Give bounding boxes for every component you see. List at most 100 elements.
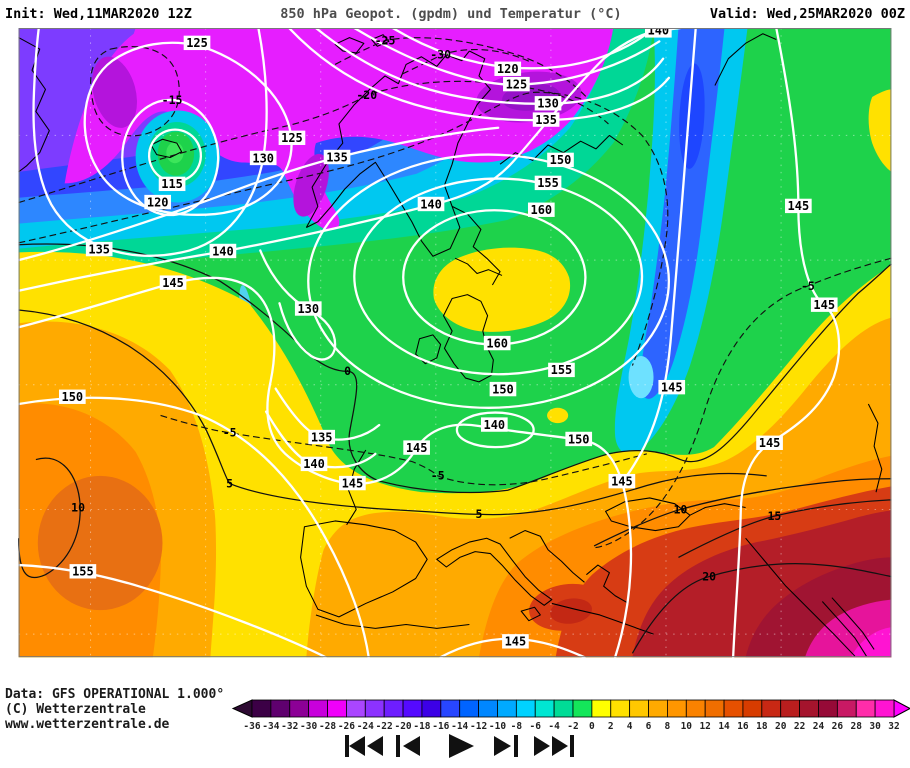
colorbar-right-arrow — [893, 699, 910, 718]
svg-text:135: 135 — [311, 430, 333, 444]
contour-label: 120 — [494, 61, 522, 76]
colorbar-tick-label: -16 — [432, 721, 449, 732]
colorbar-segment — [383, 699, 404, 718]
svg-text:125: 125 — [281, 131, 303, 145]
skip-to-start-button[interactable] — [345, 735, 383, 757]
colorbar-tick-label: 6 — [646, 721, 652, 732]
colorbar-tick-label: -22 — [376, 721, 393, 732]
temperature-colorbar: -36 -34 -32 -30 -28 -26 -24 -22 -20 -18 -16 -14 -12-… — [231, 699, 910, 732]
colorbar-tick-label: -36 — [243, 721, 260, 732]
temp-label: 5 — [476, 507, 483, 521]
colorbar-segment — [704, 699, 725, 718]
svg-text:140: 140 — [212, 244, 234, 258]
colorbar-segment — [667, 699, 687, 718]
colorbar-tick-label: -12 — [470, 721, 487, 732]
weather-map: 125 125 130 115 120 120 125 130 135 140 145 145 135 1… — [0, 28, 910, 684]
temp-label: -25 — [375, 33, 396, 47]
contour-label: 135 — [85, 241, 113, 256]
svg-text:120: 120 — [147, 195, 169, 209]
svg-text:155: 155 — [551, 363, 573, 377]
colorbar-segment — [270, 699, 291, 718]
colorbar-tick-label: 26 — [832, 721, 844, 732]
colorbar-tick-label: -24 — [357, 721, 374, 732]
temp-label: -5 — [223, 426, 237, 440]
svg-text:155: 155 — [537, 176, 559, 190]
svg-text:155: 155 — [72, 565, 94, 579]
contour-label: 145 — [403, 440, 430, 455]
svg-text:150: 150 — [568, 432, 590, 446]
colorbar-segment — [685, 699, 706, 718]
colorbar-and-controls: -36 -34 -32 -30 -28 -26 -24 -22 -20 -18 -16 -14 -12-… — [231, 699, 910, 758]
contour-label: 160 — [483, 335, 511, 350]
colorbar-left-arrow — [231, 699, 253, 718]
copyright-label: (C) Wetterzentrale — [5, 702, 146, 717]
contour-label: 135 — [323, 149, 351, 164]
colorbar-tick-label: -14 — [451, 721, 468, 732]
svg-text:160: 160 — [486, 336, 508, 350]
colorbar-tick-label: 10 — [681, 721, 693, 732]
temp-label: -30 — [430, 48, 451, 62]
svg-text:120: 120 — [497, 62, 519, 76]
svg-text:135: 135 — [88, 242, 110, 256]
svg-text:125: 125 — [186, 36, 208, 50]
colorbar-segment — [874, 699, 895, 718]
colorbar-tick-label: -4 — [548, 721, 560, 732]
colorbar-tick-label: 32 — [888, 721, 899, 732]
svg-text:140: 140 — [303, 457, 325, 471]
svg-text:140: 140 — [484, 418, 506, 432]
svg-text:145: 145 — [162, 276, 184, 290]
colorbar-segment — [723, 699, 744, 718]
colorbar-segment — [761, 699, 782, 718]
colorbar-tick-label: 2 — [608, 721, 614, 732]
colorbar-segment — [818, 699, 838, 718]
colorbar-tick-label: 20 — [775, 721, 787, 732]
contour-label: 150 — [547, 152, 574, 167]
graticule-layer — [18, 28, 892, 658]
colorbar-segment — [459, 699, 479, 718]
svg-text:125: 125 — [506, 77, 528, 91]
temp-label: -20 — [356, 88, 377, 102]
colorbar-segment — [364, 699, 385, 718]
colorbar-tick-label: -26 — [338, 721, 355, 732]
colorbar-segment — [553, 699, 574, 718]
contour-label: 140 — [417, 196, 445, 211]
colorbar-tick-label: -10 — [489, 721, 506, 732]
colorbar-segment — [402, 699, 423, 718]
contour-label: 145 — [608, 473, 636, 488]
colorbar-tick-label: 22 — [794, 721, 805, 732]
colorbar-tick-label: -20 — [394, 721, 411, 732]
animation-controls — [345, 734, 574, 758]
temp-label: -5 — [431, 469, 445, 483]
step-forward-button[interactable] — [494, 735, 518, 757]
colorbar-tick-label: 8 — [665, 721, 671, 732]
colorbar-segment — [855, 699, 876, 718]
contour-label: 130 — [294, 301, 322, 316]
step-back-button[interactable] — [396, 735, 420, 757]
page-title: 850 hPa Geopot. (gpdm) und Temperatur (°… — [280, 6, 622, 22]
colorbar-tick-label: 18 — [756, 721, 768, 732]
contour-label: 160 — [527, 202, 555, 217]
play-button[interactable] — [449, 734, 474, 758]
svg-text:135: 135 — [535, 113, 557, 127]
website-link[interactable]: www.wetterzentrale.de — [5, 717, 170, 732]
temperature-labels: -25 -30 -20 -15 -5 -5 -5 0 5 5 10 10 15 20 — [71, 33, 815, 583]
svg-text:145: 145 — [342, 476, 364, 490]
svg-text:150: 150 — [62, 390, 84, 404]
contour-label: 135 — [308, 429, 336, 444]
contour-label: 155 — [548, 362, 575, 377]
contour-label: 125 — [503, 76, 530, 91]
svg-text:140: 140 — [648, 28, 670, 38]
colorbar-segment — [799, 699, 819, 718]
colorbar-tick-label: -28 — [319, 721, 336, 732]
temp-label: -15 — [162, 93, 183, 107]
contour-label: 140 — [300, 456, 328, 471]
contour-label: 140 — [480, 417, 508, 432]
colorbar-tick-label: -18 — [413, 721, 430, 732]
contour-label: 155 — [534, 175, 562, 190]
colorbar-segment — [836, 699, 857, 718]
skip-to-end-button[interactable] — [534, 735, 574, 757]
colorbar-tick-label: 0 — [589, 721, 595, 732]
svg-text:150: 150 — [550, 153, 572, 167]
temp-label: 20 — [702, 569, 716, 583]
